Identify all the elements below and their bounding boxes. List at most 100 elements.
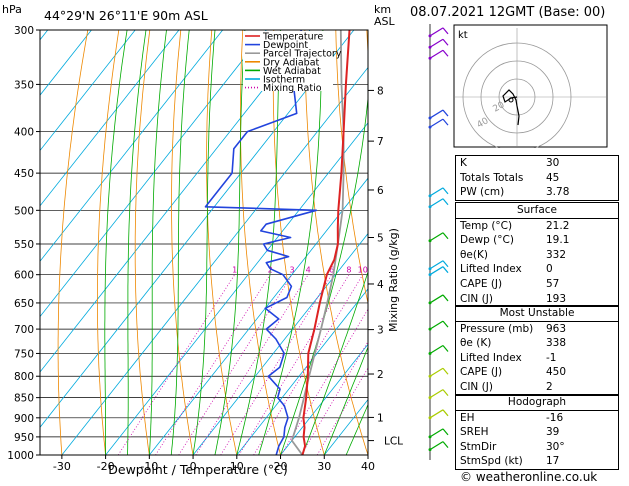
- mixing-ratio-label: 10: [358, 266, 368, 275]
- wind-barb-flag: [442, 38, 449, 46]
- wind-barb: [429, 320, 444, 330]
- wet-adiabat: [258, 30, 324, 455]
- wind-barb-base: [428, 267, 432, 271]
- temp-tick-label: -10: [140, 460, 158, 473]
- wind-barb-base: [428, 45, 432, 49]
- wind-barb-base: [428, 327, 432, 331]
- wind-barb: [429, 109, 444, 119]
- hodograph: kt 20 40: [453, 24, 608, 148]
- mixing-ratio-line: [280, 308, 368, 455]
- mixing-ratio-label: 8: [346, 266, 351, 275]
- surface-panel: Surface Temp (°C) 21.2 Dewp (°C) 19.1 θe(K…: [455, 202, 619, 308]
- hodograph-table-title: Hodograph: [456, 395, 618, 411]
- wind-barb: [429, 260, 444, 270]
- hodograph-table-row: EH -16: [460, 411, 564, 424]
- pressure-tick-label: 500: [14, 205, 34, 217]
- wind-barb-base: [428, 239, 432, 243]
- dry-adiabat: [57, 30, 89, 455]
- temp-tick-label: 30: [317, 460, 331, 473]
- surface-title: Surface: [456, 203, 618, 219]
- storm-motion-marker: [508, 97, 514, 103]
- height-tick-label: 1: [377, 412, 384, 424]
- wind-barb-base: [428, 416, 432, 420]
- pressure-tick-label: 800: [14, 371, 34, 383]
- height-tick-label: 6: [377, 185, 384, 197]
- dry-adiabat: [97, 30, 120, 455]
- dry-adiabat: [171, 30, 194, 455]
- pressure-tick-label: 450: [14, 168, 34, 180]
- legend-entry: Wet Adiabat: [263, 66, 321, 77]
- isotherm: [61, 66, 368, 455]
- pressure-tick-label: 700: [14, 324, 34, 336]
- pressure-tick-label: 900: [14, 413, 34, 425]
- dry-adiabat: [304, 30, 368, 455]
- surface-row: Dewp (°C) 19.1: [460, 234, 570, 247]
- lcl-label: LCL: [384, 436, 403, 448]
- wind-barb-base: [428, 351, 432, 355]
- location-title: 44°29'N 26°11'E 90m ASL: [44, 8, 208, 23]
- pressure-tick-label: 1000: [7, 450, 34, 462]
- mixing-ratio-label: 4: [306, 266, 311, 275]
- wind-barb-base: [428, 116, 432, 120]
- isotherm: [280, 343, 368, 455]
- height-unit-label: km: [374, 3, 391, 16]
- mixing-ratio-label: 1: [232, 266, 237, 275]
- wind-barb-flag: [442, 232, 449, 240]
- wind-barb: [429, 389, 444, 399]
- isotherm: [40, 30, 355, 428]
- isotherm: [40, 30, 136, 152]
- surface-row: CAPE (J) 57: [460, 277, 560, 290]
- legend-entry: Temperature: [262, 32, 323, 43]
- temp-tick-label: 40: [361, 460, 375, 473]
- index-row-totals: Totals Totals 45: [460, 171, 560, 184]
- most-unstable-panel: Most Unstable Pressure (mb) 963 θe (K) 338…: [455, 305, 619, 396]
- wind-barb: [429, 266, 444, 276]
- hodograph-frame: [453, 24, 608, 148]
- mixing-ratio-label: 25: [417, 266, 427, 275]
- mixing-ratio-axis-label: Mixing Ratio (g/kg): [387, 228, 400, 332]
- wind-barb: [429, 27, 444, 37]
- surface-row: Lifted Index 0: [460, 263, 553, 276]
- mixing-ratio-line: [195, 274, 309, 455]
- wind-barb-flag: [442, 118, 449, 126]
- temp-tick-label: 10: [230, 460, 244, 473]
- wind-barb-flag: [442, 27, 449, 35]
- wind-barb: [429, 198, 444, 208]
- copyright: © weatheronline.co.uk: [460, 470, 598, 484]
- most-unstable-title: Most Unstable: [456, 306, 618, 322]
- wet-adiabat: [302, 270, 368, 455]
- wind-barb: [429, 187, 444, 197]
- wind-barb: [429, 232, 444, 242]
- pressure-tick-label: 400: [14, 127, 34, 139]
- mixing-ratio-label: 20: [402, 266, 412, 275]
- temp-tick-label: -20: [97, 460, 115, 473]
- wet-adiabat: [345, 403, 368, 455]
- wind-barb-base: [428, 125, 432, 129]
- isotherm: [40, 30, 180, 207]
- hodograph-table-row: SREH 39: [460, 426, 560, 439]
- surface-row: θe(K) 332: [460, 248, 567, 261]
- legend-entry: Parcel Trajectory: [263, 49, 342, 60]
- wind-barb: [429, 49, 444, 59]
- wind-barb: [429, 409, 444, 419]
- mixing-ratio-label: 2: [268, 266, 273, 275]
- dewpoint-profile: [204, 30, 318, 455]
- wind-barb-base: [428, 301, 432, 305]
- height-tick-label: 4: [377, 279, 384, 291]
- index-row-k: K 30: [460, 157, 560, 169]
- plot-frame: [39, 29, 369, 456]
- wind-barb: [429, 367, 444, 377]
- wind-barb-base: [428, 396, 432, 400]
- hodograph-table-panel: Hodograph EH -16 SREH 39 StmDir 30° StmSpd …: [455, 394, 619, 470]
- wind-barb: [429, 294, 444, 304]
- height-tick-label: 7: [377, 136, 384, 148]
- hodograph-table-row: StmDir 30°: [460, 440, 565, 453]
- pressure-tick-label: 750: [14, 348, 34, 360]
- height-tick-label: 8: [377, 85, 384, 97]
- wet-adiabat: [323, 346, 368, 455]
- legend-entry: Isotherm: [263, 75, 305, 86]
- pressure-tick-label: 850: [14, 393, 34, 405]
- mixing-ratio-label: 3: [289, 266, 294, 275]
- pressure-tick-label: 600: [14, 270, 34, 282]
